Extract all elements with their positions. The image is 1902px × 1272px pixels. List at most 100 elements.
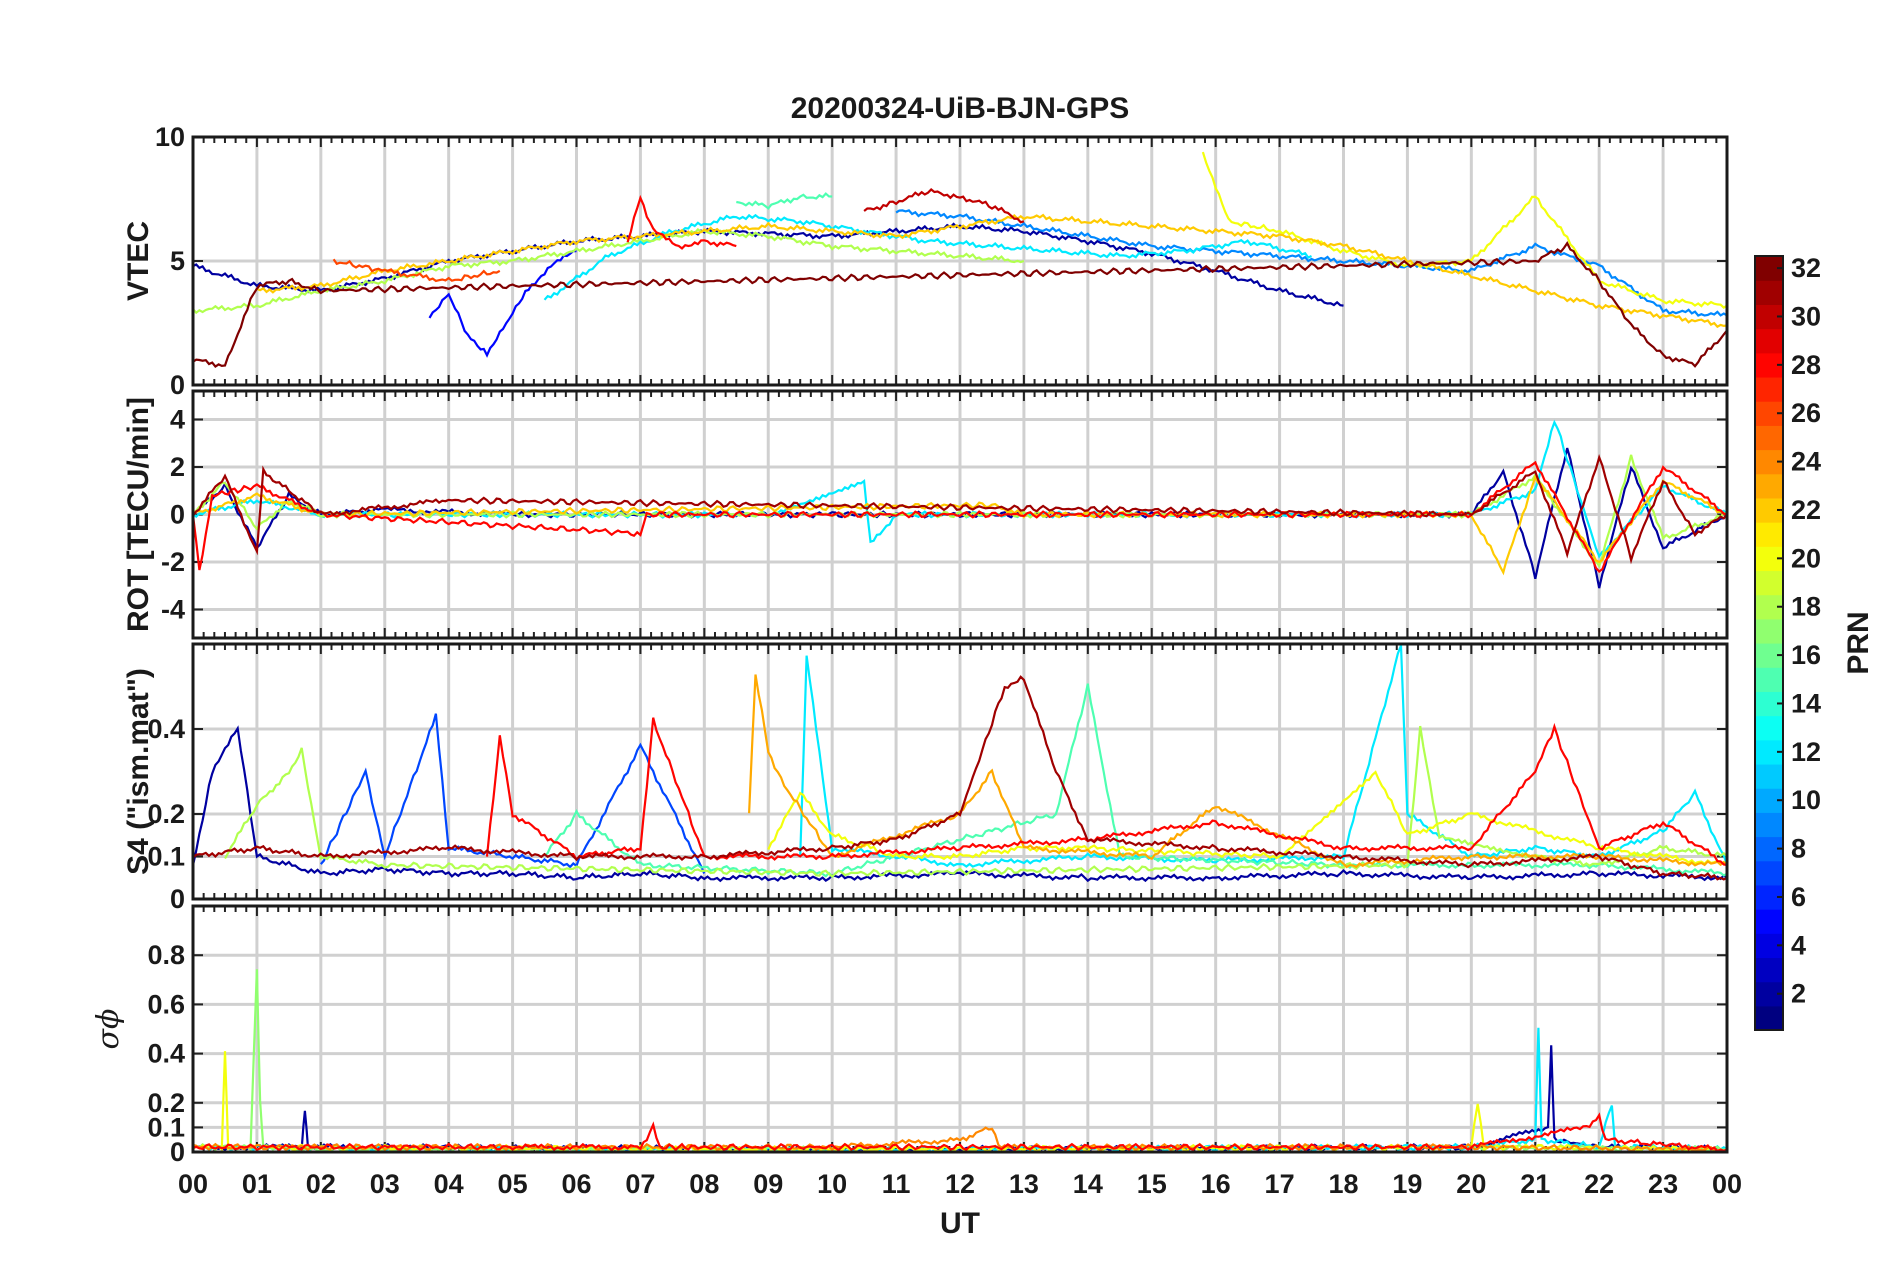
y-tick-label: 0	[170, 884, 185, 914]
y-axis-label: σϕ	[91, 1009, 126, 1050]
x-tick-label: 04	[434, 1169, 464, 1199]
y-tick-label: 4	[170, 405, 185, 435]
x-tick-label: 17	[1265, 1169, 1295, 1199]
x-axis-label: UT	[940, 1207, 980, 1240]
x-tick-labels: 00 01 02 03 04 05 06 07 08 09 10 11 12 13 14 15 16 17 18 19…	[178, 1169, 1742, 1199]
y-tick-label: -2	[161, 547, 185, 577]
y-tick-label: 0.2	[147, 1088, 185, 1118]
series-group	[193, 151, 1727, 368]
colorbar-label: PRN	[1842, 611, 1875, 674]
y-tick-label: 5	[170, 246, 185, 276]
series-line-prn-12	[543, 213, 1312, 301]
series-line-prn-15	[543, 683, 1727, 879]
series-line-prn-28	[193, 1112, 1727, 1152]
colorbar-tick-label: 26	[1791, 398, 1821, 428]
series-line-prn-2	[193, 222, 1344, 307]
colorbar-segment	[1755, 1005, 1783, 1031]
colorbar-segment	[1755, 328, 1783, 354]
x-tick-label: 01	[242, 1169, 272, 1199]
x-tick-label: 16	[1201, 1169, 1231, 1199]
colorbar-tick-label: 24	[1791, 447, 1821, 477]
y-tick-label: 0.4	[147, 1039, 185, 1069]
series-line-prn-9	[895, 209, 1727, 317]
colorbar-tick-label: 28	[1791, 350, 1821, 380]
y-tick-label: 0.8	[147, 940, 185, 970]
x-tick-label: 20	[1456, 1169, 1486, 1199]
x-tick-label: 12	[945, 1169, 975, 1199]
colorbar-segment	[1755, 860, 1783, 886]
chart-title: 20200324-UiB-BJN-GPS	[791, 92, 1129, 125]
colorbar-segment	[1755, 909, 1783, 934]
x-tick-label: 07	[625, 1169, 655, 1199]
y-tick-label: 0.4	[147, 714, 185, 744]
panel-sigma_phi: 00.10.2 0.4 0.6 0.8 σϕ	[91, 904, 1729, 1167]
colorbar-tick-label: 2	[1791, 979, 1806, 1009]
panel-rot: -4 -2 0 2 4 ROT [TECU/min]	[122, 389, 1729, 640]
x-tick-label: 18	[1328, 1169, 1358, 1199]
y-tick-label: 0	[170, 500, 185, 530]
x-tick-label: 00	[1712, 1169, 1742, 1199]
colorbar-tick-label: 22	[1791, 495, 1821, 525]
x-tick-label: 02	[306, 1169, 336, 1199]
colorbar-segment	[1755, 522, 1783, 547]
series-group	[193, 645, 1727, 883]
x-tick-label: 05	[498, 1169, 528, 1199]
x-tick-label: 11	[882, 1169, 911, 1199]
colorbar-tick-label: 16	[1791, 640, 1821, 670]
series-line-prn-15	[736, 192, 833, 210]
series-line-prn-31	[193, 453, 1727, 565]
colorbar-segment	[1755, 376, 1783, 402]
series-line-prn-32	[193, 241, 1727, 368]
colorbar-tick-label: 30	[1791, 301, 1821, 331]
x-tick-label: 00	[178, 1169, 208, 1199]
x-tick-label: 10	[817, 1169, 847, 1199]
colorbar-segment	[1755, 473, 1783, 499]
panel-vtec: 0 5 10 VTEC	[122, 122, 1729, 400]
series-line-prn-20	[767, 770, 1727, 866]
panel-frame	[191, 135, 1729, 387]
series-line-prn-5	[428, 250, 577, 358]
series-line-prn-28	[485, 717, 1727, 867]
y-tick-label: 0.1	[147, 842, 185, 872]
x-tick-label: 13	[1009, 1169, 1039, 1199]
colorbar-segment	[1755, 957, 1783, 983]
colorbar-segment	[1755, 763, 1783, 789]
y-tick-label: 0.6	[147, 989, 185, 1019]
x-tick-label: 23	[1648, 1169, 1678, 1199]
y-tick-label: 10	[155, 122, 185, 152]
y-axis-label: S4 ("ism.mat")	[122, 668, 155, 875]
panel-frame	[191, 642, 1729, 901]
colorbar-segment	[1755, 618, 1783, 644]
x-tick-label: 22	[1584, 1169, 1614, 1199]
panel-frame	[191, 904, 1729, 1154]
series-line-prn-7	[319, 713, 706, 874]
colorbar-segment	[1755, 812, 1783, 838]
colorbar-tick-label: 32	[1791, 253, 1821, 283]
series-line-prn-20	[1201, 151, 1727, 309]
colorbar-tick-label: 14	[1791, 688, 1821, 718]
y-tick-label: 0.1	[147, 1112, 185, 1142]
y-tick-label: -4	[161, 595, 185, 625]
y-tick-label: 0	[170, 370, 185, 400]
y-axis-label: ROT [TECU/min]	[122, 397, 155, 632]
y-tick-label: 0.2	[147, 799, 185, 829]
colorbar-segment	[1755, 280, 1783, 305]
colorbar-tick-label: 4	[1791, 930, 1806, 960]
x-tick-label: 15	[1137, 1169, 1167, 1199]
series-line-prn-28	[626, 194, 737, 250]
series-group	[193, 419, 1727, 589]
series-line-prn-22	[256, 213, 1727, 329]
series-line-prn-2	[193, 725, 1727, 883]
x-tick-label: 21	[1520, 1169, 1550, 1199]
series-line-prn-26	[332, 258, 501, 283]
series-line-prn-31	[193, 675, 1727, 881]
y-tick-label: 2	[170, 452, 185, 482]
series-line-prn-23	[748, 674, 1727, 869]
colorbar-tick-label: 12	[1791, 737, 1821, 767]
x-tick-label: 19	[1392, 1169, 1422, 1199]
x-tick-label: 06	[561, 1169, 591, 1199]
y-tick-label: 0	[170, 1137, 185, 1167]
colorbar-tick-label: 8	[1791, 834, 1806, 864]
